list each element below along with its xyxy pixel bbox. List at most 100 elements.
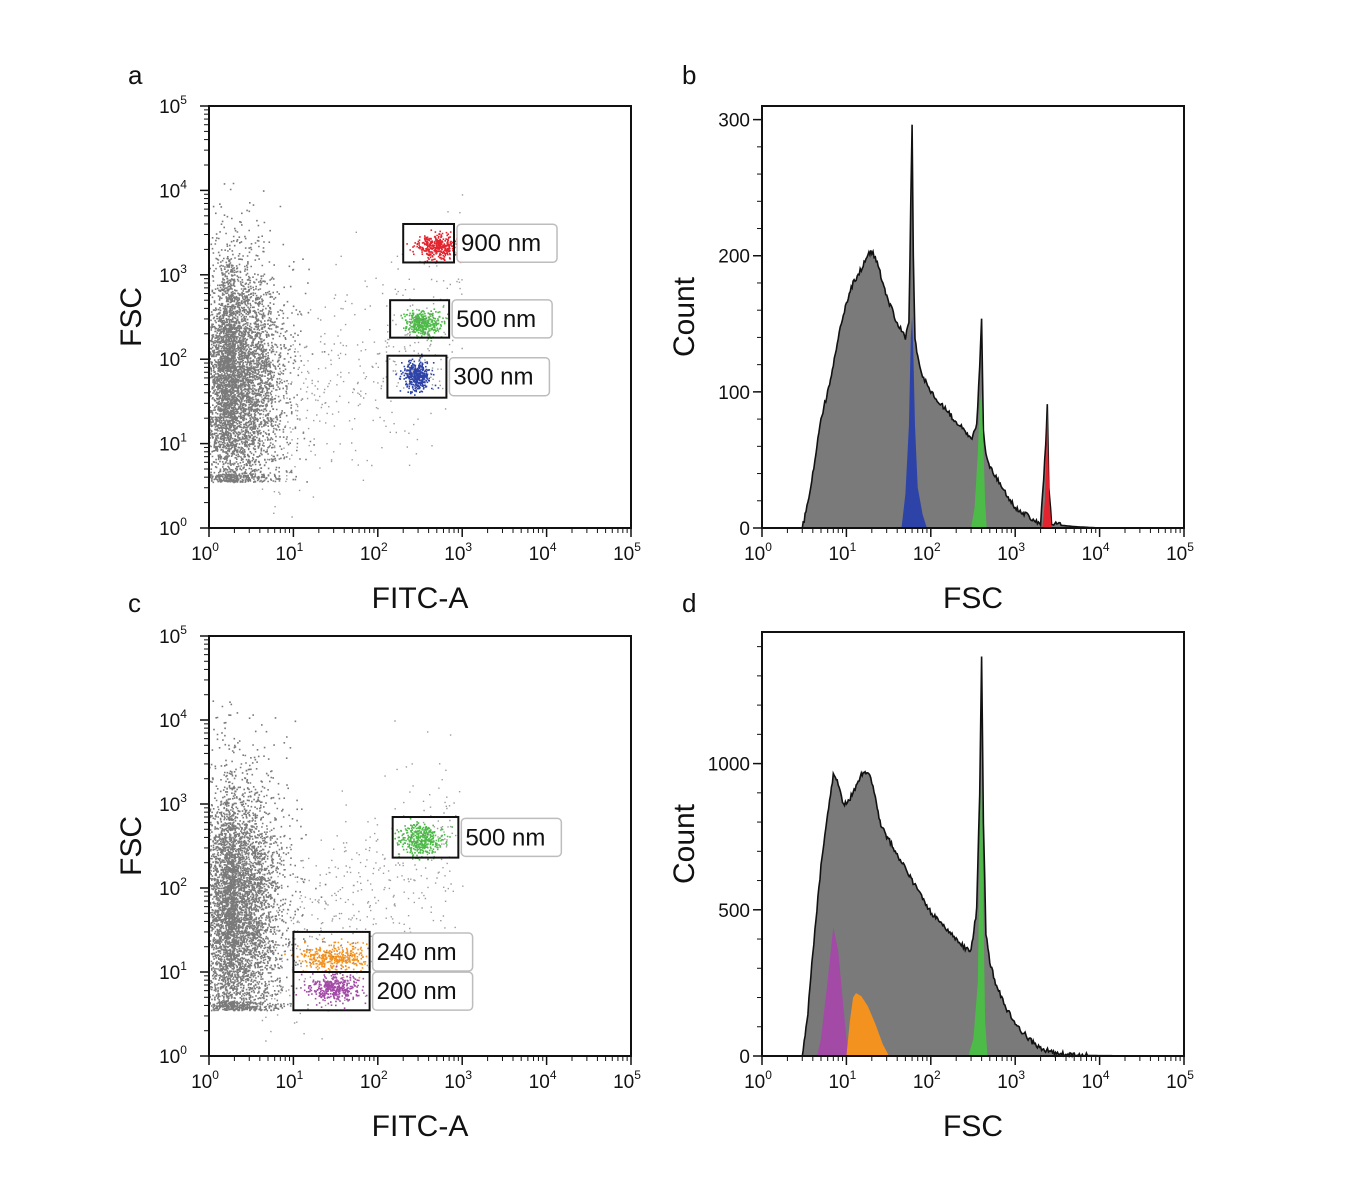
x-tick-exp: 2 [381,540,388,554]
plot-frame [761,631,1185,1057]
x-tick-label: 102 [360,540,388,565]
x-axis-title: FITC-A [372,1110,469,1143]
x-tick-base: 10 [191,1072,212,1093]
x-tick-label: 103 [444,1068,472,1093]
x-axis-title: FSC [943,1110,1003,1143]
y-tick-base: 10 [159,627,180,648]
gate-label: 240 nm [377,939,457,966]
peak-blue [901,317,927,528]
peak-green [971,391,987,528]
panel-letter: d [682,588,696,618]
gate-label-box [460,817,563,858]
population-bulk-dots [209,700,327,1012]
x-tick-exp: 2 [934,540,941,554]
y-tick-base: 10 [159,1047,180,1068]
x-tick-label: 100 [744,1068,772,1093]
gate-label: 500 nm [456,306,536,333]
y-tick-base: 10 [159,435,180,456]
x-tick-base: 10 [997,544,1018,565]
x-tick-exp: 4 [550,1068,557,1082]
x-tick-exp: 3 [1018,540,1025,554]
x-tick-base: 10 [997,1072,1018,1093]
gate-label: 500 nm [465,824,545,851]
population-green-dots [394,816,453,861]
x-tick-base: 10 [360,544,381,565]
gate-box [389,299,451,339]
population-red-dots [406,229,464,264]
x-tick-base: 10 [1082,1072,1103,1093]
x-tick-exp: 3 [1018,1068,1025,1082]
x-tick-exp: 5 [634,1068,641,1082]
gate-box [402,222,456,264]
population-orange [284,938,404,979]
x-tick-label: 103 [444,540,472,565]
x-tick-exp: 4 [1103,540,1110,554]
gate-label-box [371,932,474,972]
y-tick-label: 100 [718,383,750,404]
plot-frame [761,105,1185,529]
gate-box [386,354,448,399]
x-tick-exp: 0 [212,540,219,554]
plot-frame [208,635,632,1057]
x-tick-label: 100 [191,540,219,565]
x-tick-base: 10 [613,1072,634,1093]
gate-box [292,971,371,1012]
y-tick-exp: 2 [180,875,187,889]
gate-label-box [371,971,474,1011]
x-tick-label: 102 [913,1068,941,1093]
x-tick-exp: 5 [1187,1068,1194,1082]
total-histogram-fill [802,656,1184,1056]
x-tick-base: 10 [913,1072,934,1093]
x-tick-exp: 0 [212,1068,219,1082]
gate-label: 300 nm [453,364,533,391]
debris-points [260,194,464,518]
y-tick-label: 102 [159,346,187,371]
y-tick-label: 101 [159,431,187,456]
y-tick-label: 101 [159,959,187,984]
debris-dots [260,194,464,518]
y-tick-exp: 3 [180,262,187,276]
population-orange-dots [284,938,404,979]
y-tick-exp: 1 [180,959,187,973]
x-tick-label: 104 [529,540,557,565]
x-tick-base: 10 [828,544,849,565]
y-tick-exp: 0 [180,515,187,529]
peak-red [1042,408,1052,528]
y-tick-base: 10 [159,181,180,202]
x-tick-label: 101 [828,540,856,565]
x-axis-title: FITC-A [372,582,469,615]
x-tick-exp: 1 [297,1068,304,1082]
x-tick-label: 105 [1166,1068,1194,1093]
y-tick-label: 0 [739,519,750,540]
panel-letter: b [682,60,696,90]
x-tick-exp: 1 [850,1068,857,1082]
gate-label-box [448,356,551,397]
population-bulk [209,700,327,1012]
y-tick-label: 500 [718,901,750,922]
x-tick-base: 10 [1166,544,1187,565]
y-tick-base: 10 [159,711,180,732]
x-tick-base: 10 [444,1072,465,1093]
plot-frame [208,105,632,529]
x-tick-label: 101 [828,1068,856,1093]
peak-purple [817,927,850,1056]
y-tick-base: 10 [159,963,180,984]
gate-label-box [456,223,558,263]
x-tick-base: 10 [191,544,212,565]
x-tick-base: 10 [744,544,765,565]
population-green [394,816,453,861]
scatter-points [209,700,464,1042]
y-tick-label: 1000 [708,755,750,776]
population-purple-dots [295,965,384,1012]
x-tick-exp: 3 [465,1068,472,1082]
y-tick-base: 10 [159,350,180,371]
x-tick-base: 10 [1082,544,1103,565]
x-tick-exp: 1 [297,540,304,554]
panel-letter: a [128,60,143,90]
population-blue-dots [395,353,440,399]
peak-orange [846,993,890,1056]
y-tick-label: 105 [159,93,187,118]
y-tick-label: 100 [159,515,187,540]
